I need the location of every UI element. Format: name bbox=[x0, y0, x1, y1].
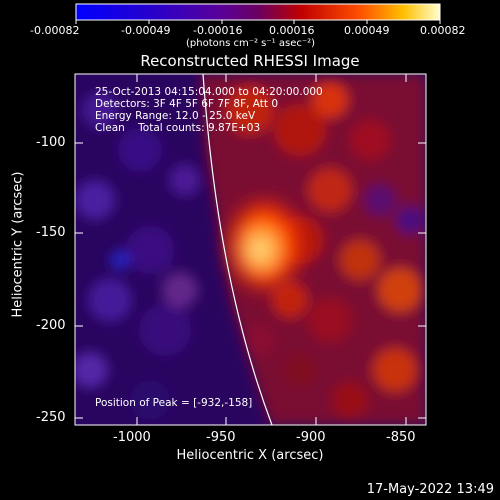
colorbar-tick-label: -0.00016 bbox=[193, 24, 243, 37]
info-line-counts: Clean Total counts: 9.87E+03 bbox=[95, 122, 261, 134]
y-tick-label: -100 bbox=[36, 135, 66, 150]
x-tick-label: -1000 bbox=[113, 430, 151, 445]
info-line-detectors: Detectors: 3F 4F 5F 6F 7F 8F, Att 0 bbox=[95, 98, 279, 110]
colorbar-units: (photons cm⁻² s⁻¹ asec⁻²) bbox=[186, 38, 316, 49]
colorbar bbox=[75, 3, 441, 24]
x-axis-label: Heliocentric X (arcsec) bbox=[176, 448, 324, 463]
x-tick-label: -950 bbox=[206, 430, 236, 445]
y-tick-label: -250 bbox=[36, 410, 66, 425]
colorbar-gradient bbox=[75, 3, 441, 21]
x-tick-label: -900 bbox=[296, 430, 326, 445]
colorbar-tick-label: 0.00082 bbox=[420, 24, 466, 37]
y-tick-label: -150 bbox=[36, 225, 66, 240]
footer-date: 17-May-2022 13:49 bbox=[366, 482, 494, 497]
x-tick-label: -850 bbox=[386, 430, 416, 445]
plot-title: Reconstructed RHESSI Image bbox=[140, 52, 360, 70]
peak-position-label: Position of Peak = [-932,-158] bbox=[95, 397, 253, 409]
y-axis-label: Heliocentric Y (arcsec) bbox=[10, 171, 26, 318]
colorbar-tick-label: -0.00049 bbox=[121, 24, 171, 37]
colorbar-tick-label: 0.00016 bbox=[269, 24, 315, 37]
colorbar-tick-label: -0.00082 bbox=[30, 24, 80, 37]
info-line-time: 25-Oct-2013 04:15:04.000 to 04:20:00.000 bbox=[95, 86, 323, 98]
colorbar-tick-label: 0.00049 bbox=[344, 24, 390, 37]
colorbar-ticks bbox=[75, 20, 441, 24]
solar-limb bbox=[202, 74, 273, 425]
info-line-energy: Energy Range: 12.0 - 25.0 keV bbox=[95, 110, 256, 122]
y-tick-label: -200 bbox=[36, 318, 66, 333]
